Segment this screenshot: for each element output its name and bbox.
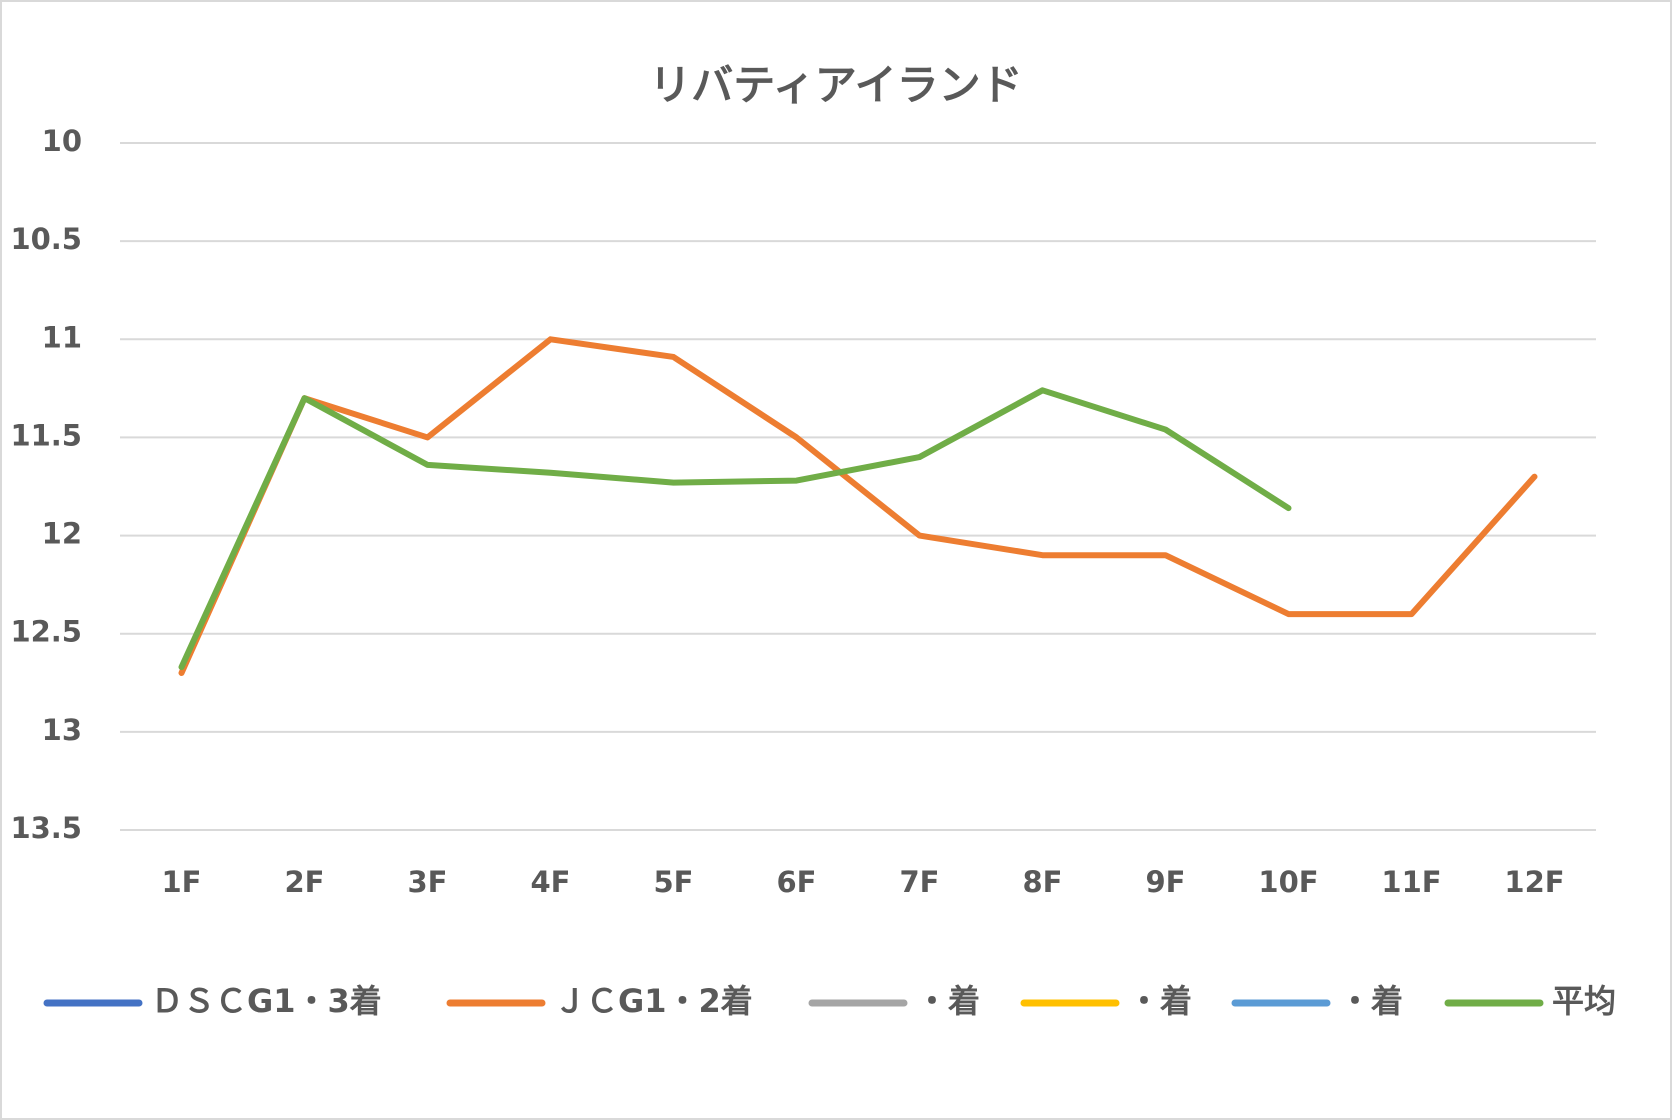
y-tick-label: 13 (42, 713, 82, 747)
series-line (178, 336, 1538, 676)
x-tick-label: 8F (1023, 865, 1063, 899)
x-tick-label: 1F (162, 865, 202, 899)
legend-label: ＤＳＣG1・3着 (151, 982, 382, 1020)
y-tick-label: 10 (42, 124, 82, 158)
series-line (178, 387, 1292, 671)
y-tick-label: 11 (42, 320, 82, 354)
y-tick-label: 11.5 (10, 418, 82, 452)
legend-label: ・着 (916, 982, 980, 1020)
y-tick-label: 10.5 (10, 222, 82, 256)
y-tick-label: 13.5 (10, 811, 82, 845)
x-tick-label: 6F (777, 865, 817, 899)
legend-label: ・着 (1339, 982, 1403, 1020)
x-tick-label: 12F (1504, 865, 1564, 899)
x-tick-label: 11F (1381, 865, 1441, 899)
x-tick-label: 3F (408, 865, 448, 899)
x-tick-label: 10F (1258, 865, 1318, 899)
x-tick-label: 4F (531, 865, 571, 899)
chart-title: リバティアイランド (649, 61, 1022, 110)
y-tick-label: 12 (42, 517, 82, 551)
legend-label: 平均 (1552, 982, 1616, 1020)
y-tick-label: 12.5 (10, 615, 82, 649)
x-tick-label: 7F (900, 865, 940, 899)
legend-label: ＪＣG1・2着 (554, 982, 753, 1020)
x-tick-label: 9F (1146, 865, 1186, 899)
legend-label: ・着 (1128, 982, 1192, 1020)
x-tick-label: 2F (285, 865, 325, 899)
x-tick-label: 5F (654, 865, 694, 899)
